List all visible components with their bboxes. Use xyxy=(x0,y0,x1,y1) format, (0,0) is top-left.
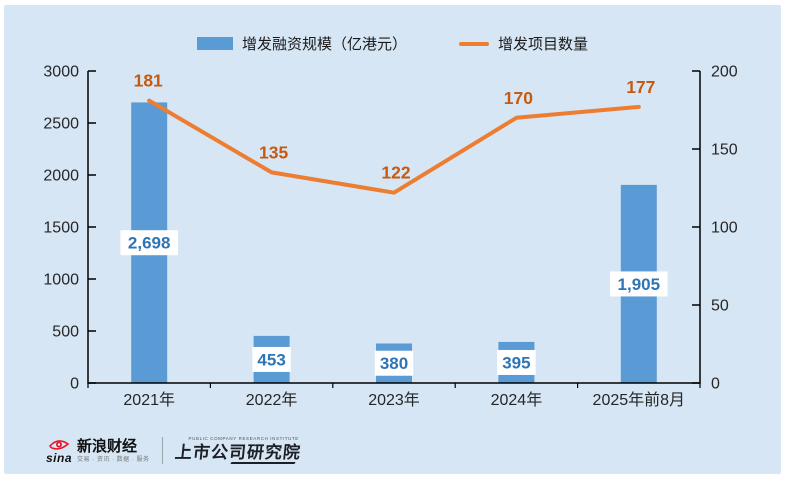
left-axis-tick-label: 1000 xyxy=(43,272,79,289)
research-institute-logo: PUBLIC COMPANY RESEARCH INSTITUTE 上市公司研究… xyxy=(173,436,302,464)
sina-wordmark: sina xyxy=(46,450,73,465)
left-axis-tick-label: 500 xyxy=(52,324,79,341)
line-value-label: 122 xyxy=(381,163,410,183)
institute-underline xyxy=(229,461,296,464)
left-axis-tick-label: 3000 xyxy=(43,64,79,81)
bar-value-box xyxy=(252,346,291,372)
legend-item-bar-series: 增发融资规模（亿港元） xyxy=(196,33,407,54)
bar-value-box xyxy=(120,230,178,256)
line-series-swatch-icon xyxy=(459,41,489,46)
sina-finance-brand: 新浪财经 xyxy=(77,437,138,455)
left-axis-tick-label: 1500 xyxy=(43,220,79,237)
bar-value-label: 453 xyxy=(257,350,285,369)
bar-value-label: 380 xyxy=(380,354,408,373)
legend-label-bar-series: 增发融资规模（亿港元） xyxy=(241,36,407,53)
legend-label-line-series: 增发项目数量 xyxy=(498,36,589,53)
chart-legend: 增发融资规模（亿港元） 增发项目数量 xyxy=(0,33,785,54)
x-axis-category-label: 2024年 xyxy=(491,391,543,409)
bar-value-box xyxy=(374,350,414,376)
x-axis-category-label: 2022年 xyxy=(246,391,298,409)
x-axis-category-label: 2021年 xyxy=(123,391,175,409)
bar-value-box xyxy=(497,349,536,375)
sina-tagline: 交易 · 资讯 · 数据 · 服务 xyxy=(77,456,150,463)
bar-value-label: 395 xyxy=(502,353,530,372)
line-value-label: 177 xyxy=(626,77,655,97)
right-axis-tick-label: 100 xyxy=(711,220,738,237)
bar-value-label: 2,698 xyxy=(128,234,171,253)
bar-value-box xyxy=(610,271,668,297)
line-value-label: 135 xyxy=(259,142,288,162)
institute-name: 上市公司研究院 xyxy=(173,442,302,462)
right-axis-tick-label: 150 xyxy=(711,142,738,159)
line-value-label: 170 xyxy=(504,88,533,108)
sina-eye-icon: sina xyxy=(46,438,72,464)
logo-divider xyxy=(161,437,163,464)
x-axis-category-label: 2023年 xyxy=(368,391,420,409)
legend-item-line-series: 增发项目数量 xyxy=(459,33,588,54)
left-axis-tick-label: 2500 xyxy=(43,116,79,133)
x-axis-category-label: 2025年前8月 xyxy=(593,391,686,409)
institute-english-caption: PUBLIC COMPANY RESEARCH INSTITUTE xyxy=(188,436,299,442)
right-axis-tick-label: 200 xyxy=(711,64,738,81)
left-axis-tick-label: 2000 xyxy=(43,168,79,185)
line-value-label: 181 xyxy=(134,71,163,91)
right-axis-tick-label: 50 xyxy=(711,298,729,315)
line-series xyxy=(147,98,641,195)
bar-series-swatch-icon xyxy=(196,37,233,50)
right-axis-tick-label: 0 xyxy=(711,376,720,393)
left-axis-tick-label: 0 xyxy=(70,376,79,393)
bar-value-label: 1,905 xyxy=(618,275,661,294)
footer-logos: sina 新浪财经 交易 · 资讯 · 数据 · 服务 PUBLIC COMPA… xyxy=(46,436,302,464)
sina-finance-logo: sina 新浪财经 交易 · 资讯 · 数据 · 服务 xyxy=(46,438,150,464)
